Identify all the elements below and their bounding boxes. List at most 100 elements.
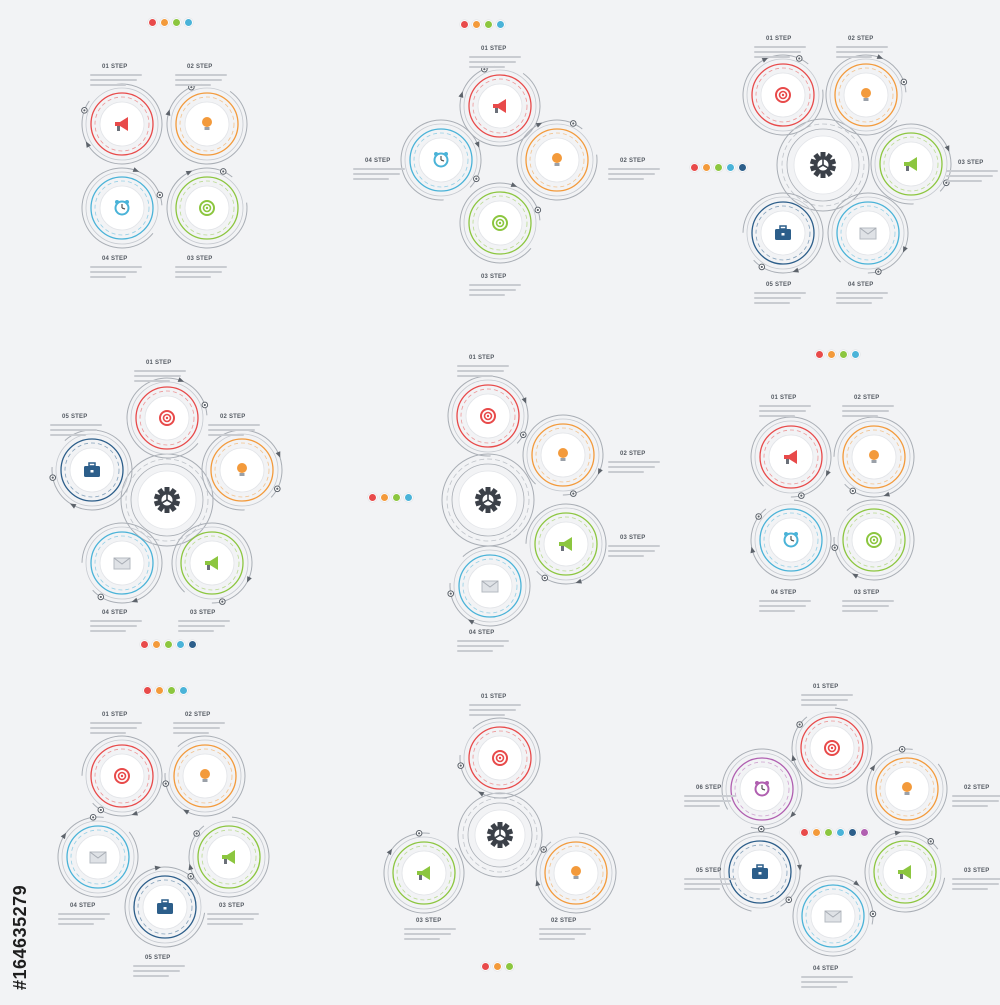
megaphone-icon [898,865,911,879]
step-description-placeholder [469,701,521,716]
step-description-placeholder [178,617,230,632]
briefcase-icon [775,225,791,240]
step-circle [171,522,253,605]
infographic-panel [719,707,948,957]
step-label: 02 STEP [620,158,646,164]
color-dot [839,350,848,359]
step-description-placeholder [836,43,888,58]
step-description-placeholder [684,875,736,890]
step-label: 03 STEP [187,256,213,262]
color-dot [714,163,723,172]
step-circle [535,832,617,914]
color-dot [848,828,857,837]
megaphone-icon [205,556,218,570]
step-circle [742,192,824,274]
alarm-clock-icon [114,200,130,216]
step-description-placeholder [952,792,1000,807]
step-circle [825,54,908,136]
step-circle [831,499,915,581]
step-description-placeholder [58,910,110,925]
step-label: 03 STEP [416,918,442,924]
color-dot [496,20,505,29]
target-icon [492,215,508,231]
color-dots [460,20,505,29]
step-label: 02 STEP [854,395,880,401]
color-dot [812,828,821,837]
lightbulb-icon [237,463,247,476]
megaphone-icon [115,117,128,131]
color-dots [690,163,747,172]
color-dot [380,493,389,502]
stock-id-watermark: #164635279 [10,884,30,990]
lightbulb-icon [200,769,210,782]
step-circle [188,816,270,898]
step-circle [400,119,482,201]
step-label: 05 STEP [766,282,792,288]
megaphone-icon [222,850,235,864]
target-icon [480,408,496,424]
step-label: 02 STEP [220,414,246,420]
megaphone-icon [417,866,430,880]
step-label: 04 STEP [365,158,391,164]
step-circle [792,875,877,957]
color-dot [836,828,845,837]
lightbulb-icon [202,117,212,130]
step-label: 03 STEP [190,610,216,616]
step-label: 01 STEP [813,684,839,690]
color-dot [505,962,514,971]
gear-icon [153,487,181,513]
infographic-panel [742,54,952,275]
step-description-placeholder [801,973,853,988]
step-description-placeholder [133,962,185,977]
gear-icon [474,487,502,513]
step-label: 02 STEP [964,785,990,791]
step-label: 02 STEP [551,918,577,924]
envelope-icon [113,557,131,570]
step-label: 05 STEP [696,868,722,874]
step-circle [750,499,832,581]
megaphone-icon [493,99,506,113]
step-label: 03 STEP [219,903,245,909]
lightbulb-icon [902,782,912,795]
step-circle [49,429,133,511]
step-label: 03 STEP [964,868,990,874]
step-description-placeholder [608,165,660,180]
color-dot [827,350,836,359]
step-description-placeholder [801,691,853,706]
step-circle [459,182,542,264]
color-dot [726,163,735,172]
color-dot [484,20,493,29]
step-label: 05 STEP [145,955,171,961]
step-label: 04 STEP [102,610,128,616]
step-description-placeholder [469,53,521,68]
step-description-placeholder [754,43,806,58]
infographic-panel [81,83,248,249]
color-dot [176,640,185,649]
infographic-panel [383,717,617,914]
briefcase-icon [84,462,100,477]
step-circle [126,377,209,459]
step-description-placeholder [208,421,260,436]
infographic-panel [441,375,607,627]
step-circle [870,123,952,205]
step-label: 01 STEP [771,395,797,401]
step-circle [383,829,465,914]
step-circle [742,54,824,136]
step-description-placeholder [469,281,521,296]
megaphone-icon [559,537,572,551]
step-circle [165,83,248,165]
step-circle [166,167,248,249]
step-description-placeholder [134,367,186,382]
step-description-placeholder [457,362,509,377]
step-description-placeholder [207,910,259,925]
step-circle [201,429,283,511]
color-dots [800,828,869,837]
infographic-panel [49,377,283,605]
step-label: 02 STEP [185,712,211,718]
step-description-placeholder [353,165,405,180]
step-description-placeholder [90,617,142,632]
color-dot [392,493,401,502]
step-circle [57,813,139,898]
step-description-placeholder [404,925,456,940]
step-description-placeholder [175,71,227,86]
